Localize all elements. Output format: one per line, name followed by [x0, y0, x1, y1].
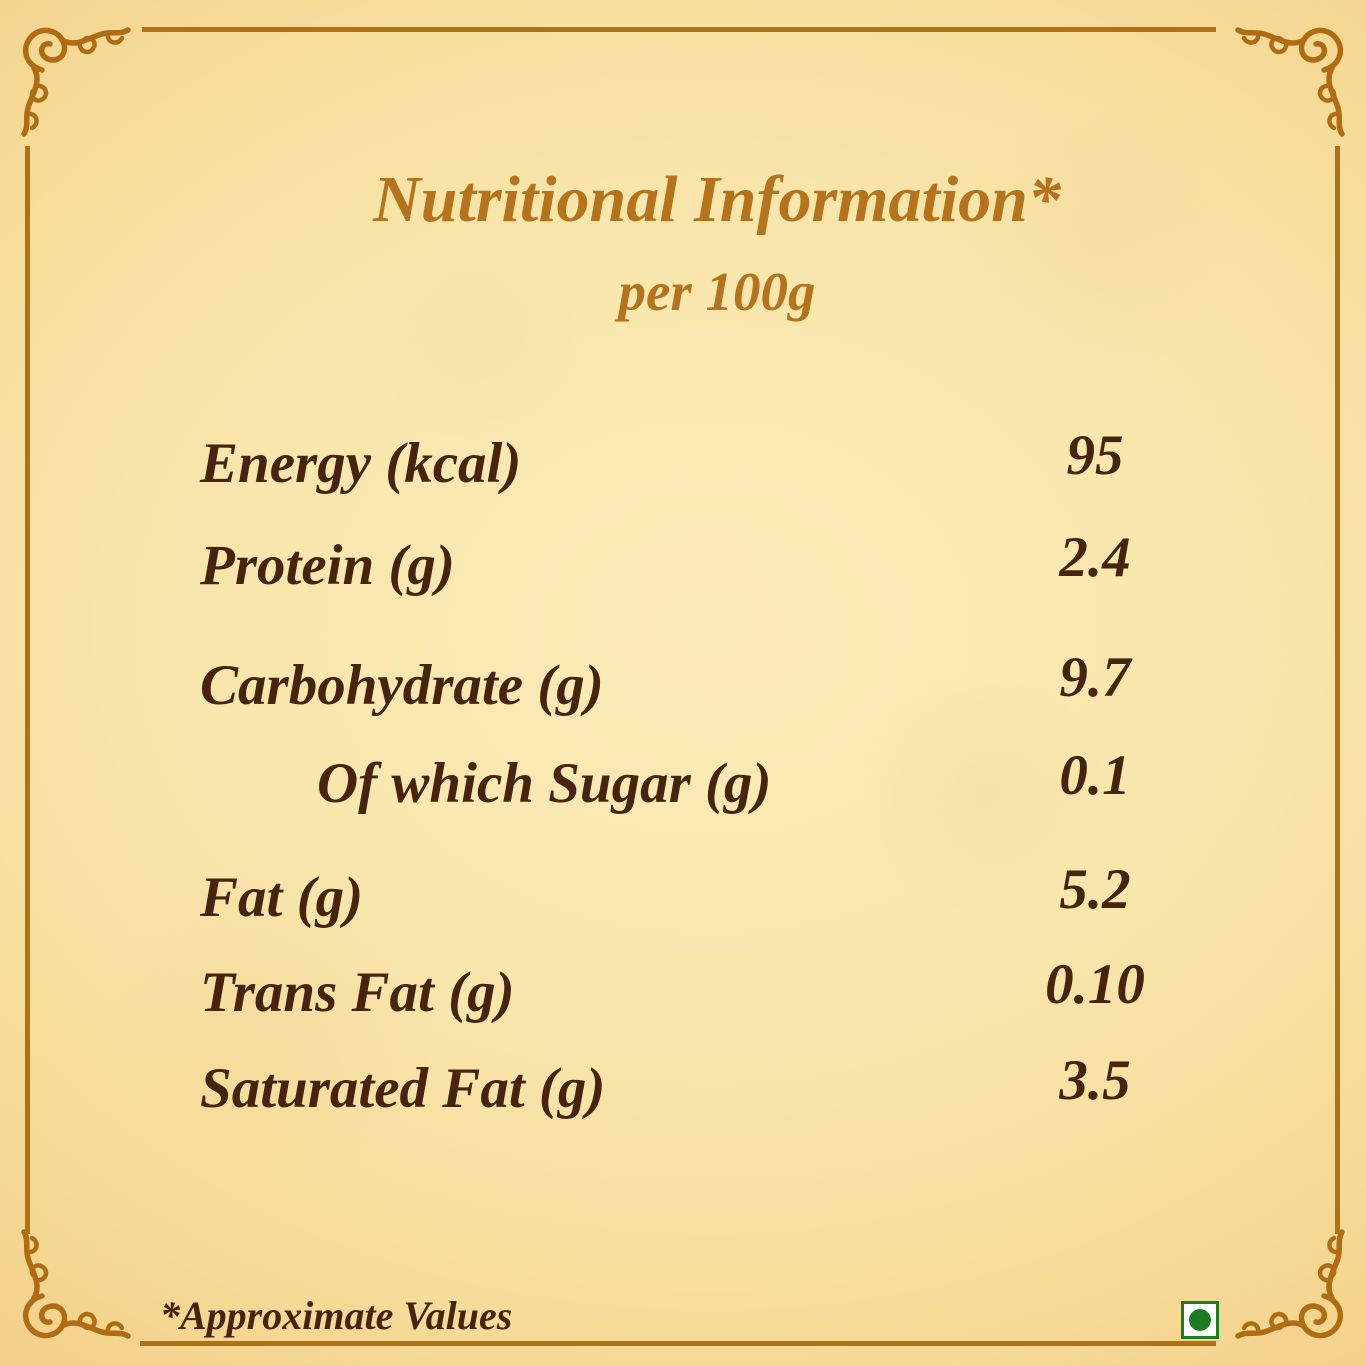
footnote: *Approximate Values [160, 1293, 513, 1338]
row-label: Saturated Fat (g) [200, 1057, 606, 1120]
row-label: Carbohydrate (g) [200, 654, 604, 717]
table-row: Fat (g) 5.2 [200, 858, 1200, 934]
table-row: Energy (kcal) 95 [200, 424, 1200, 500]
corner-flourish-icon [1234, 1228, 1354, 1348]
row-value: 3.5 [1059, 1049, 1131, 1112]
corner-flourish-icon [12, 18, 132, 138]
corner-flourish-icon [12, 1228, 132, 1348]
table-row: Saturated Fat (g) 3.5 [200, 1049, 1200, 1125]
frame-right-line [1335, 146, 1340, 1234]
row-label: Trans Fat (g) [200, 961, 515, 1024]
row-label: Protein (g) [200, 534, 455, 597]
frame-left-line [25, 146, 30, 1234]
frame-bottom-line [140, 1341, 1216, 1346]
corner-flourish-icon [1234, 18, 1354, 138]
row-label: Fat (g) [200, 866, 364, 929]
row-value: 9.7 [1059, 646, 1131, 709]
table-row: Protein (g) 2.4 [200, 526, 1200, 602]
vegetarian-mark-icon [1181, 1301, 1219, 1339]
row-value: 2.4 [1059, 526, 1131, 589]
frame-top-line [142, 27, 1216, 32]
vegetarian-dot-icon [1189, 1309, 1211, 1331]
row-value: 0.1 [1059, 744, 1131, 807]
table-row: Carbohydrate (g) 9.7 [200, 646, 1200, 722]
row-value: 0.10 [1045, 953, 1145, 1016]
page-subtitle: per 100g [618, 261, 816, 322]
row-label: Energy (kcal) [200, 432, 522, 495]
row-value: 95 [1066, 424, 1124, 487]
page-title: Nutritional Information* [373, 163, 1061, 236]
table-row: Of which Sugar (g) 0.1 [200, 744, 1200, 820]
table-row: Trans Fat (g) 0.10 [200, 953, 1200, 1029]
row-label: Of which Sugar (g) [317, 752, 772, 815]
row-value: 5.2 [1059, 858, 1131, 921]
